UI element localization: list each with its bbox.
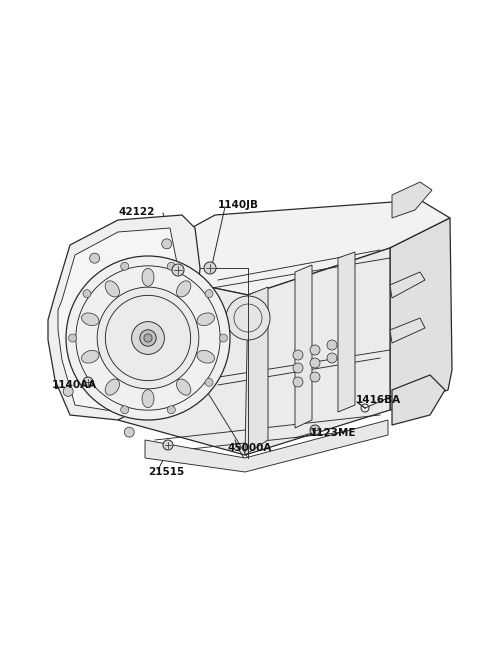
Text: 1416BA: 1416BA: [356, 395, 401, 405]
Circle shape: [293, 363, 303, 373]
Circle shape: [204, 262, 216, 274]
Polygon shape: [338, 252, 355, 412]
Polygon shape: [48, 215, 200, 420]
Circle shape: [310, 425, 320, 435]
Ellipse shape: [197, 313, 215, 326]
Ellipse shape: [82, 350, 99, 363]
Circle shape: [90, 253, 100, 263]
Ellipse shape: [197, 350, 215, 363]
Polygon shape: [390, 218, 452, 410]
Polygon shape: [245, 287, 268, 455]
Circle shape: [120, 262, 129, 271]
Circle shape: [124, 427, 134, 437]
Circle shape: [327, 353, 337, 363]
Circle shape: [66, 256, 230, 420]
Circle shape: [172, 264, 184, 276]
Ellipse shape: [142, 390, 154, 407]
Ellipse shape: [177, 281, 191, 297]
Circle shape: [63, 386, 73, 396]
Circle shape: [219, 334, 228, 342]
Circle shape: [168, 262, 175, 271]
Circle shape: [144, 334, 152, 342]
Polygon shape: [118, 200, 450, 295]
Circle shape: [327, 340, 337, 350]
Polygon shape: [392, 182, 432, 218]
Circle shape: [293, 377, 303, 387]
Circle shape: [140, 330, 156, 346]
Ellipse shape: [105, 379, 120, 395]
Circle shape: [293, 350, 303, 360]
Polygon shape: [145, 420, 388, 472]
Circle shape: [163, 440, 173, 450]
Circle shape: [310, 358, 320, 368]
Ellipse shape: [82, 313, 99, 326]
Circle shape: [226, 296, 270, 340]
Circle shape: [162, 239, 172, 249]
Circle shape: [83, 379, 91, 386]
Polygon shape: [390, 318, 425, 343]
Circle shape: [97, 287, 199, 389]
Ellipse shape: [177, 379, 191, 395]
Circle shape: [205, 290, 213, 297]
Polygon shape: [392, 375, 445, 425]
Circle shape: [168, 405, 175, 414]
Circle shape: [310, 345, 320, 355]
Text: 45000A: 45000A: [228, 443, 272, 453]
Circle shape: [69, 334, 77, 342]
Circle shape: [83, 290, 91, 297]
Ellipse shape: [142, 269, 154, 286]
Polygon shape: [118, 248, 390, 455]
Circle shape: [205, 379, 213, 386]
Text: 1123ME: 1123ME: [310, 428, 357, 438]
Polygon shape: [295, 265, 312, 428]
Circle shape: [83, 377, 93, 387]
Circle shape: [132, 322, 164, 354]
Text: 42122: 42122: [119, 207, 155, 217]
Ellipse shape: [105, 281, 120, 297]
Circle shape: [120, 405, 129, 414]
Text: 1140JB: 1140JB: [218, 200, 259, 210]
Circle shape: [310, 372, 320, 382]
Polygon shape: [58, 228, 178, 412]
Polygon shape: [390, 272, 425, 298]
Text: 1140AA: 1140AA: [52, 380, 97, 390]
Text: 21515: 21515: [148, 467, 184, 477]
